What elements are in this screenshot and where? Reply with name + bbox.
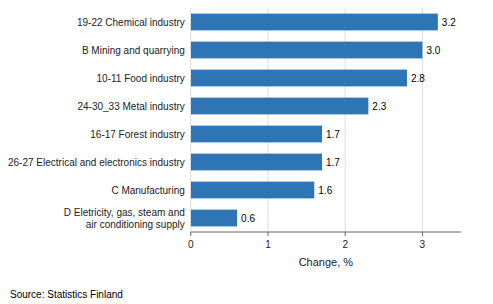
data-label: 1.7	[326, 129, 340, 140]
bar	[191, 42, 423, 59]
grid	[191, 8, 423, 232]
bar	[191, 70, 407, 87]
category-label: D Eletricity, gas, steam andair conditio…	[64, 207, 185, 230]
data-label: 1.6	[318, 185, 332, 196]
bar	[191, 210, 237, 227]
tick-label: 0	[188, 239, 194, 250]
x-axis-label: Change, %	[299, 256, 354, 268]
data-label: 2.3	[372, 101, 386, 112]
category-label: 16-17 Forest industry	[90, 129, 185, 140]
category-labels: D Eletricity, gas, steam andair conditio…	[8, 17, 185, 230]
category-label: C Manufacturing	[111, 185, 184, 196]
category-label: 24-30_33 Metal industry	[77, 101, 184, 112]
category-label: B Mining and quarrying	[82, 45, 185, 56]
data-label: 3.2	[442, 17, 456, 28]
category-label: 10-11 Food industry	[97, 73, 185, 84]
tick-mark	[267, 232, 268, 236]
bar	[191, 182, 315, 199]
tick-label: 3	[420, 239, 426, 250]
tick-mark	[345, 232, 346, 236]
data-label: 3.0	[426, 45, 440, 56]
data-label: 2.8	[411, 73, 425, 84]
source-note: Source: Statistics Finland	[10, 289, 123, 300]
bars	[191, 14, 438, 227]
tick-label: 2	[342, 239, 348, 250]
data-label: 1.7	[326, 157, 340, 168]
data-label: 0.6	[241, 213, 255, 224]
tick-mark	[422, 232, 423, 236]
bar	[191, 154, 322, 171]
bar	[191, 98, 369, 115]
category-label: 26-27 Electrical and electronics industr…	[8, 157, 185, 168]
bar	[191, 126, 322, 143]
category-label: 19-22 Chemical industry	[77, 17, 185, 28]
bar	[191, 14, 438, 31]
tick-mark	[190, 232, 191, 236]
chart: D Eletricity, gas, steam andair conditio…	[0, 0, 493, 304]
tick-label: 1	[265, 239, 271, 250]
x-axis-line	[191, 232, 461, 233]
